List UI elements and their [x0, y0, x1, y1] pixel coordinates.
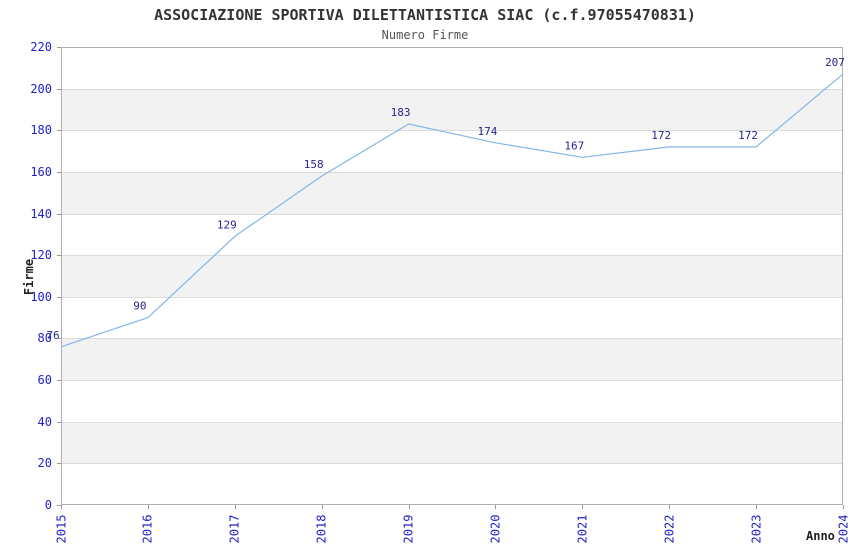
x-axis-tick-label: 2022 [651, 509, 687, 549]
x-axis-tick-mark [669, 505, 671, 509]
y-axis-tick-mark [57, 296, 61, 298]
gridline [61, 421, 843, 423]
y-axis-tick-label: 100 [30, 289, 52, 304]
x-axis-tick-mark [234, 505, 236, 509]
x-axis-tick-mark [843, 505, 844, 509]
gridline [61, 213, 843, 215]
x-axis-tick-label-text: 2021 [575, 514, 590, 544]
data-point-label: 90 [133, 300, 146, 313]
y-axis-tick-mark [57, 88, 61, 90]
x-axis-tick-label-text: 2022 [662, 514, 677, 544]
chart-title: ASSOCIAZIONE SPORTIVA DILETTANTISTICA SI… [154, 6, 696, 24]
series-layer: 76 90 129 158 183 174 167 172 172 207 [46, 56, 845, 348]
y-axis-tick-mark [57, 130, 61, 132]
x-axis-tick-label-text: 2017 [227, 514, 242, 544]
x-axis-tick-label-text: 2018 [314, 514, 329, 544]
y-axis-tick-mark [57, 463, 61, 465]
gridline [61, 296, 843, 298]
x-axis-tick-label: 2016 [130, 509, 166, 549]
data-point-label: 76 [46, 329, 59, 342]
y-axis-tick-mark [57, 213, 61, 215]
gridline [61, 88, 843, 90]
x-axis-tick-mark [408, 505, 410, 509]
line-series [60, 73, 844, 348]
x-axis-tick-label-text: 2020 [488, 514, 503, 544]
y-axis-tick-label: 220 [30, 40, 52, 54]
data-point-label: 183 [391, 106, 411, 119]
data-point-label: 174 [477, 125, 497, 138]
x-axis-tick-mark [495, 505, 497, 509]
y-axis-tick-label: 40 [37, 414, 52, 429]
y-axis-tick-label: 140 [30, 206, 52, 221]
y-axis-tick-mark [57, 421, 61, 423]
x-axis-tick-label-text: 2015 [54, 514, 68, 544]
data-point-label: 167 [564, 139, 584, 152]
y-axis-tick-mark [57, 380, 61, 382]
x-axis-tick-label: 2023 [738, 509, 774, 549]
gridline [61, 255, 843, 257]
gridline [61, 380, 843, 382]
y-axis-label: Firme [10, 258, 48, 296]
data-point-label: 207 [825, 56, 845, 69]
y-axis-tick-label: 60 [37, 373, 52, 388]
data-point-label: 129 [217, 218, 237, 231]
plot-band [61, 255, 843, 297]
x-axis-tick-label-text: 2024 [836, 514, 850, 544]
gridline [61, 463, 843, 465]
gridline [61, 171, 843, 173]
y-axis-tick-label: 200 [30, 81, 52, 96]
plot-area: 76 90 129 158 183 174 167 172 172 207 [46, 47, 845, 505]
plot-band [61, 421, 843, 464]
x-axis-tick-label: 2018 [304, 509, 340, 549]
y-axis-tick-mark [57, 47, 61, 48]
x-axis-tick-label-text: 2023 [749, 514, 764, 544]
y-axis-tick-label: 120 [30, 248, 52, 263]
y-axis-tick-mark [57, 255, 61, 257]
y-axis-tick-mark [57, 171, 61, 173]
plot-band [61, 338, 843, 381]
gridline [61, 130, 843, 132]
chart-subtitle: Numero Firme [381, 28, 469, 42]
x-axis-tick-label: 2015 [43, 509, 79, 549]
x-axis-tick-label: 2021 [564, 509, 600, 549]
x-axis-label: Anno [806, 529, 835, 543]
x-axis-tick-mark [321, 505, 323, 509]
gridline [61, 338, 843, 340]
y-axis-tick-label: 20 [37, 456, 52, 471]
y-axis-tick-label: 160 [30, 164, 52, 179]
y-axis-tick-label: 0 [44, 498, 52, 512]
plot-band [61, 88, 843, 131]
x-axis-tick-label-text: 2019 [401, 514, 416, 544]
data-point-label: 172 [738, 129, 758, 142]
y-axis-label-text: Firme [22, 258, 36, 296]
data-point-label: 172 [651, 129, 671, 142]
x-axis-tick-mark [756, 505, 758, 509]
y-axis-tick-label: 80 [37, 331, 52, 346]
x-axis-tick-label: 2017 [217, 509, 253, 549]
x-axis-tick-mark [147, 505, 149, 509]
x-axis-tick-label: 2020 [477, 509, 513, 549]
data-point-label: 158 [304, 158, 324, 171]
x-axis-tick-mark [61, 505, 62, 509]
y-axis-tick-mark [57, 505, 61, 506]
x-axis-tick-label: 2019 [391, 509, 427, 549]
plot-band [61, 171, 843, 214]
y-axis-tick-mark [57, 338, 61, 340]
x-axis-tick-label-text: 2016 [140, 514, 155, 544]
y-axis-tick-label: 180 [30, 123, 52, 138]
x-axis-tick-mark [582, 505, 584, 509]
